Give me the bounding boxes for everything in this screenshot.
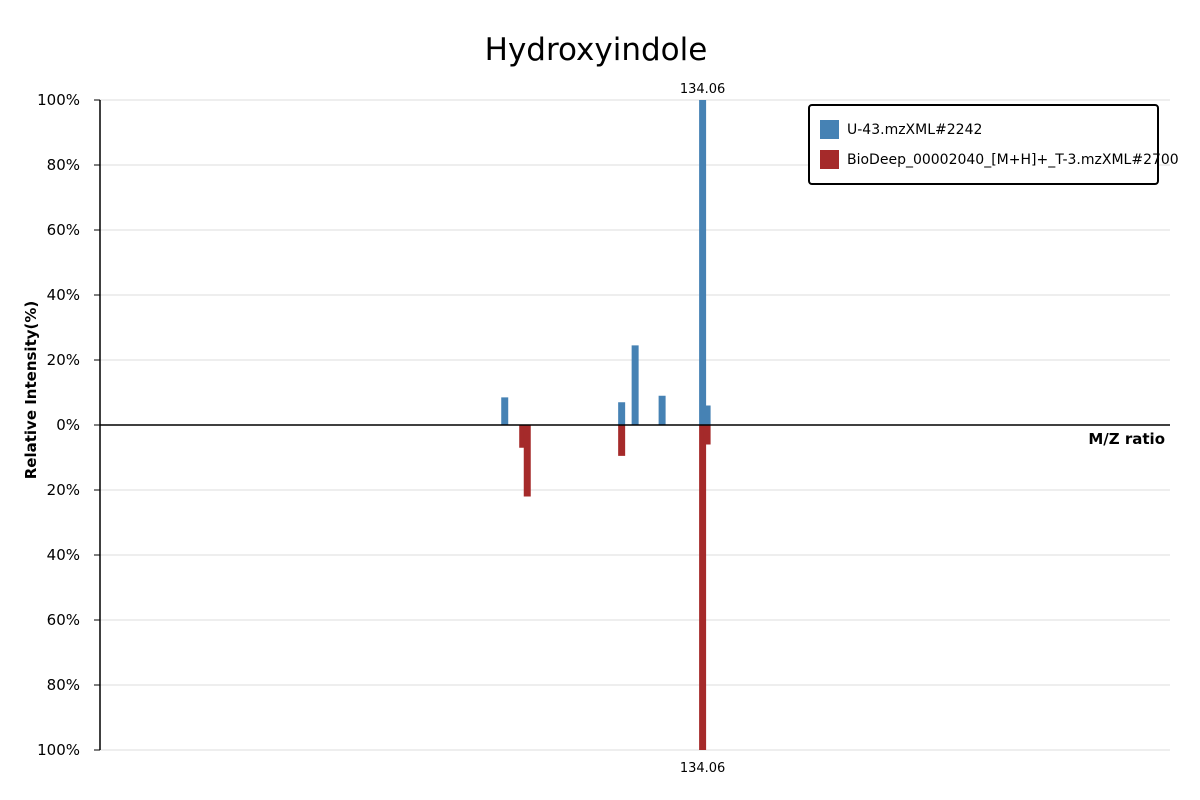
- peak-bar-series-2: [519, 425, 527, 448]
- peak-bar-series-2: [703, 425, 711, 445]
- peak-bar-series-2: [699, 425, 707, 750]
- legend-label-series-2: BioDeep_00002040_[M+H]+_T-3.mzXML#2700: [847, 152, 1179, 168]
- peak-label: 134.06: [680, 82, 726, 97]
- axes-layer: 100% 80% 60% 40% 20% 0% 20% 40% 60% 80% 100%: [37, 91, 1170, 759]
- peak-bar-series-1: [699, 100, 707, 425]
- y-tick-label: 0%: [56, 416, 80, 434]
- y-axis-label: Relative Intensity(%): [22, 301, 40, 480]
- x-axis-label: M/Z ratio: [1088, 430, 1165, 448]
- y-tick-label: 40%: [47, 546, 80, 564]
- y-tick-label: 100%: [37, 741, 80, 759]
- y-tick-label: 80%: [47, 676, 80, 694]
- bars-layer: 134.06 134.06: [501, 82, 725, 776]
- peak-bar-series-1: [618, 402, 626, 425]
- peak-bar-series-1: [658, 395, 666, 425]
- y-tick-label: 60%: [47, 221, 80, 239]
- y-tick-label: 100%: [37, 91, 80, 109]
- peak-bar-series-1: [631, 345, 639, 425]
- legend-box: [808, 104, 1159, 185]
- legend-swatch-series-1: [820, 120, 839, 139]
- peak-bar-series-2: [523, 425, 531, 497]
- peak-bar-series-1: [501, 397, 509, 425]
- legend-swatch-series-2: [820, 150, 839, 169]
- legend-label-series-1: U-43.mzXML#2242: [847, 122, 982, 138]
- legend: U-43.mzXML#2242 BioDeep_00002040_[M+H]+_…: [808, 104, 1179, 185]
- chart-title: Hydroxyindole: [485, 32, 708, 68]
- peak-label: 134.06: [680, 761, 726, 776]
- y-tick-label: 20%: [47, 481, 80, 499]
- peak-bar-series-2: [618, 425, 626, 456]
- y-tick-label: 60%: [47, 611, 80, 629]
- y-tick-label: 80%: [47, 156, 80, 174]
- y-tick-label: 20%: [47, 351, 80, 369]
- y-tick-label: 40%: [47, 286, 80, 304]
- peak-bar-series-1: [703, 405, 711, 425]
